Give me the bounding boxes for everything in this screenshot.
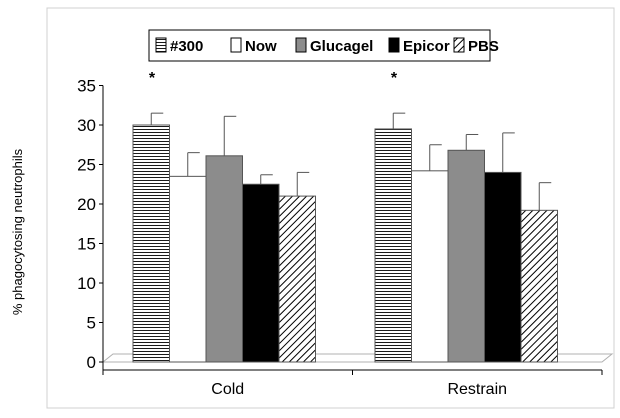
y-tick-label: 20 [77,195,96,214]
significance-marker: * [149,70,156,87]
legend-label-now: Now [245,38,277,55]
y-tick-label: 10 [77,274,96,293]
y-tick-label: 25 [77,156,96,175]
legend-label-pbs: PBS [468,38,499,55]
y-tick-label: 5 [87,314,96,333]
legend-label-glucagel: Glucagel [310,38,373,55]
legend-swatch-now [230,37,242,53]
y-tick-label: 30 [77,116,96,135]
legend-swatch-glucagel [295,37,307,53]
bar-now-cold [169,175,207,363]
bar-epicor-cold [242,183,280,363]
bar-300-restrain [374,128,412,363]
legend-swatch-epicor [388,37,400,53]
x-tick-label-cold: Cold [211,381,244,398]
legend-label-300: #300 [170,38,203,55]
bar-epicor-restrain [484,171,522,363]
legend-box [148,29,491,62]
bar-pbs-restrain [520,209,558,363]
bars: * * [132,70,558,363]
legend-swatch-pbs [453,37,465,53]
x-axis: Cold Restrain [102,369,603,398]
legend-label-epicor: Epicor [403,38,450,55]
bar-glucagel-restrain [447,149,485,363]
y-tick-label: 15 [77,235,96,254]
y-tick-label: 0 [87,353,96,372]
legend-swatch-300 [155,37,167,53]
bar-300-cold [132,124,170,363]
bar-glucagel-cold [205,155,243,363]
bar-now-restrain [411,170,449,363]
chart-frame [46,7,615,409]
legend: #300 Now Glucagel Epicor PBS [148,29,499,62]
y-axis-label: % phagocytosing neutrophils [10,148,25,315]
significance-marker: * [391,70,398,87]
x-tick-label-restrain: Restrain [447,381,507,398]
y-axis: 0 5 10 15 20 25 30 35 [77,77,104,372]
y-tick-label: 35 [77,77,96,96]
bar-pbs-cold [278,195,316,363]
